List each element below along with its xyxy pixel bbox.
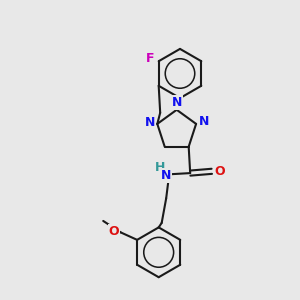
Text: N: N [160,169,171,182]
Text: N: N [145,116,155,129]
Text: O: O [214,165,225,178]
Text: N: N [172,96,182,109]
Text: N: N [199,115,210,128]
Text: H: H [155,161,165,174]
Text: O: O [109,225,119,238]
Text: F: F [146,52,154,65]
